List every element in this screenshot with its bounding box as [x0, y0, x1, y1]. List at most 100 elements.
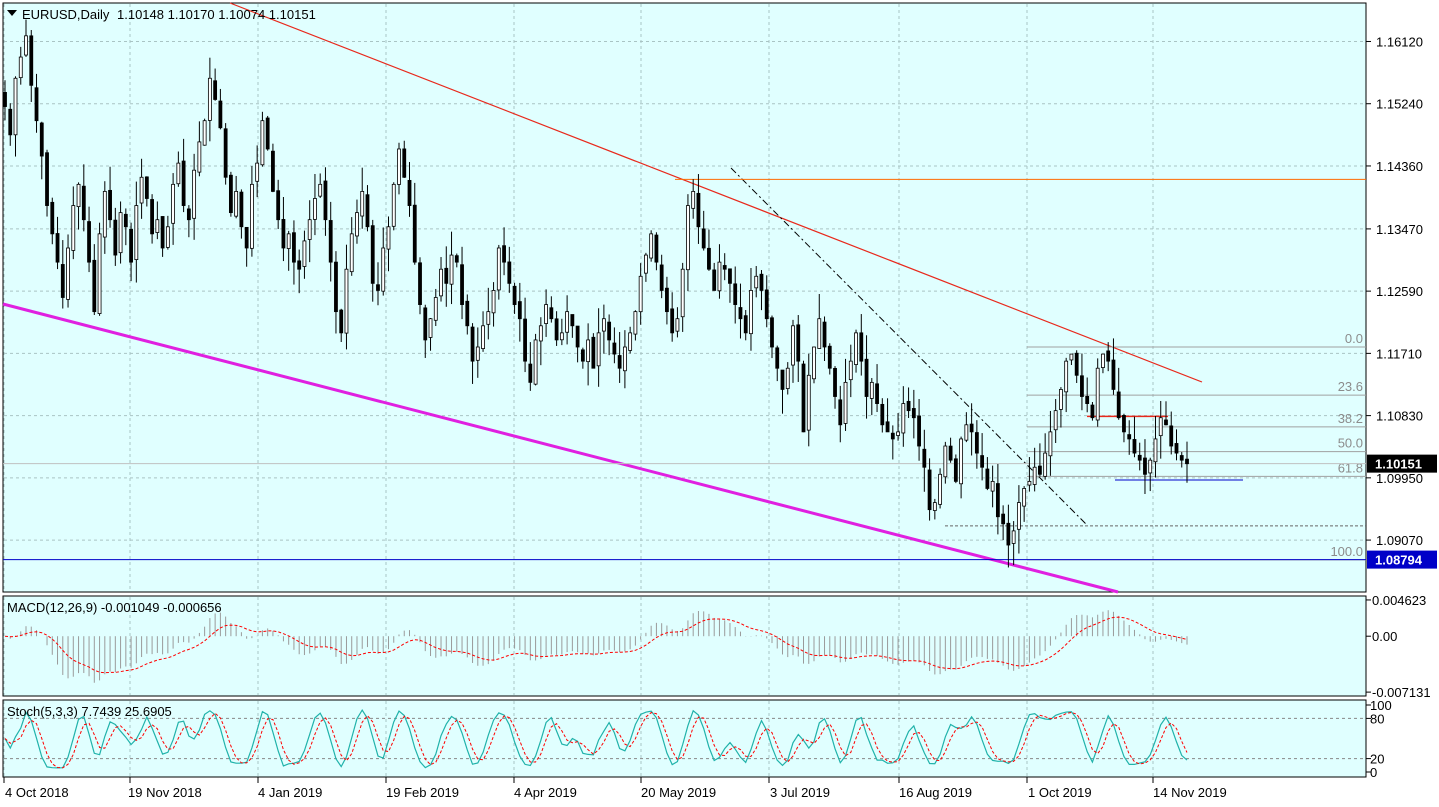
candle-body [680, 268, 685, 318]
price-tick-label: 1.13470 [1376, 222, 1423, 237]
candle-body [460, 264, 464, 305]
candle-body [1001, 513, 1006, 525]
candle-body [817, 318, 822, 349]
candle-body [1137, 454, 1142, 461]
candle-body [1048, 431, 1053, 457]
candle-body [1106, 350, 1111, 362]
candle-body [911, 408, 916, 419]
low-price-label: 1.08794 [1375, 553, 1423, 568]
candle-body [822, 321, 827, 348]
candle-body [885, 421, 890, 433]
macd-tick-label: -0.007131 [1372, 685, 1431, 700]
candle-body [1174, 443, 1179, 454]
macd-pane[interactable] [2, 595, 1367, 697]
candle-body [202, 120, 207, 146]
candle-body [360, 191, 365, 217]
candle-body [1080, 375, 1084, 397]
candlesticks [3, 19, 1189, 568]
candle-body [649, 233, 654, 259]
stoch-tick-label: 0 [1370, 765, 1377, 780]
candle-body [628, 332, 633, 351]
candle-body [554, 318, 559, 341]
candle-body [517, 301, 522, 320]
candle-body [1127, 434, 1132, 440]
resistance-trendline [229, 2, 1203, 383]
stoch-title: Stoch(5,3,3) 7.7439 25.6905 [7, 704, 172, 719]
macd-signal-line [4, 616, 1188, 674]
candle-body [696, 192, 701, 228]
fib-level-label: 50.0 [1338, 436, 1363, 451]
date-label: 4 Apr 2019 [514, 785, 577, 800]
candle-body [1153, 438, 1158, 463]
candle-body [302, 240, 307, 267]
candle-body [580, 349, 585, 362]
candle-body [707, 247, 711, 270]
candle-body [328, 220, 333, 263]
dropdown-triangle-icon[interactable] [7, 10, 17, 16]
candle-body [612, 342, 617, 355]
candle-body [281, 219, 286, 249]
candle-body [565, 311, 570, 333]
candle-body [1064, 360, 1069, 393]
candle-body [260, 120, 265, 166]
candle-body [71, 205, 76, 251]
candle-body [344, 268, 349, 334]
candle-body [39, 122, 44, 157]
candle-body [990, 480, 995, 492]
candle-body [55, 233, 60, 263]
candle-body [92, 259, 97, 313]
candle-body [102, 191, 107, 238]
candle-body [397, 148, 401, 185]
candle-body [129, 228, 133, 263]
candle-body [407, 179, 412, 206]
candle-body [454, 255, 459, 263]
macd-title: MACD(12,26,9) -0.001049 -0.000656 [7, 600, 222, 615]
candle-body [948, 445, 953, 461]
candle-body [943, 445, 948, 478]
candle-body [381, 247, 386, 292]
candle-body [265, 117, 270, 150]
candle-body [796, 324, 801, 362]
candle-body [770, 317, 774, 348]
candle-body [1169, 425, 1174, 447]
candle-body [502, 245, 506, 263]
candle-body [633, 311, 638, 335]
fib-level-label: 100.0 [1330, 544, 1363, 559]
candle-body [754, 275, 759, 289]
candle-body [486, 311, 491, 325]
candle-body [444, 267, 449, 284]
candle-body [1022, 488, 1027, 507]
candle-body [995, 483, 1000, 518]
symbol-title: EURUSD,Daily [22, 7, 110, 22]
candle-body [738, 307, 743, 320]
candle-body [1059, 389, 1063, 410]
stoch-tick-label: 100 [1370, 698, 1392, 713]
candle-body [927, 469, 932, 511]
candle-body [97, 233, 102, 314]
candle-body [969, 423, 974, 433]
candle-body [549, 307, 554, 320]
price-tick-label: 1.14360 [1376, 159, 1423, 174]
candle-body [733, 283, 738, 305]
candle-body [675, 318, 680, 332]
candle-body [45, 152, 49, 206]
price-tick-label: 1.15240 [1376, 97, 1423, 112]
candle-body [838, 399, 843, 426]
candle-body [76, 183, 81, 208]
candle-body [60, 264, 65, 298]
candle-body [1011, 530, 1016, 544]
candle-body [880, 403, 885, 426]
candle-body [376, 284, 380, 291]
candle-body [412, 204, 417, 263]
candle-body [29, 35, 34, 86]
candle-body [906, 400, 911, 412]
candle-body [1016, 502, 1021, 530]
date-label: 3 Jul 2019 [770, 785, 830, 800]
candle-body [596, 332, 601, 367]
candle-body [207, 77, 212, 121]
stochastic-indicator [4, 708, 1365, 769]
candle-body [349, 233, 354, 273]
stoch-tick-label: 80 [1370, 711, 1384, 726]
candle-body [150, 199, 154, 235]
